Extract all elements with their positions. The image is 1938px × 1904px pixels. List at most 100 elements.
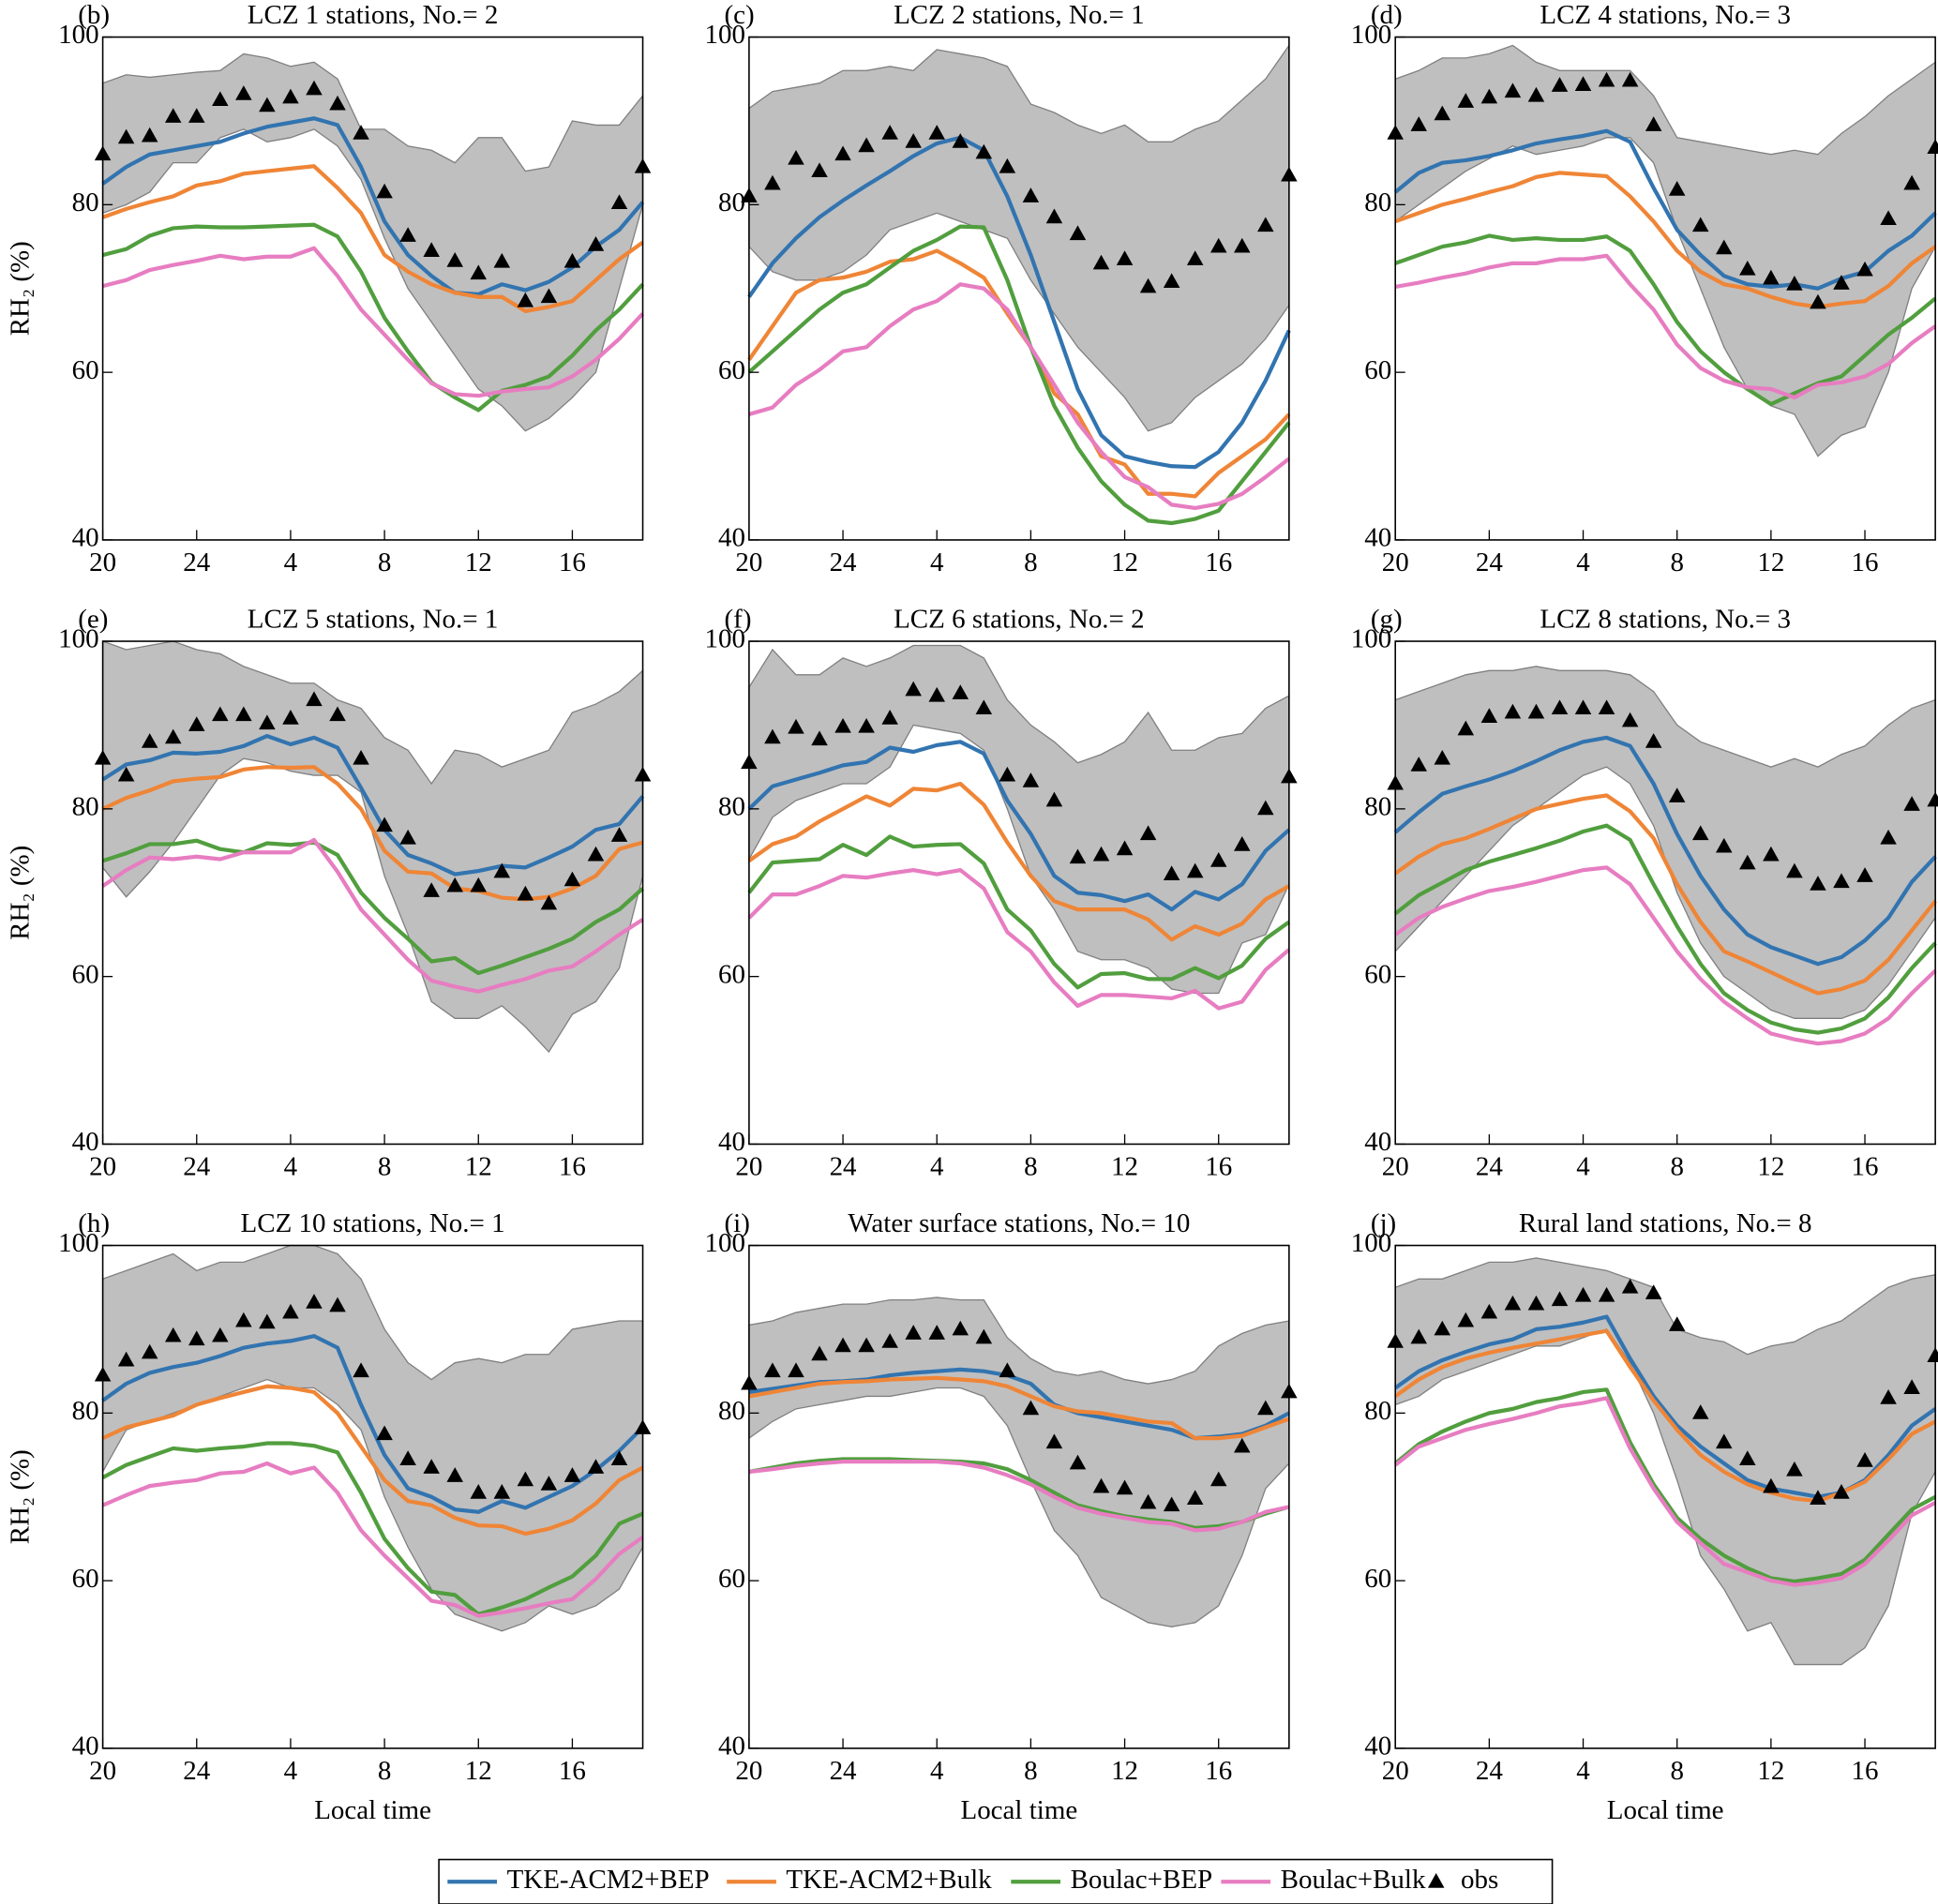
obs-marker <box>1186 1490 1204 1505</box>
obs-marker <box>470 1484 488 1499</box>
x-tick-label: 16 <box>559 1151 586 1181</box>
obs-marker <box>1574 699 1592 715</box>
obs-marker <box>376 183 393 199</box>
y-axis-label: RH₂ (%) <box>6 241 36 336</box>
obs-marker <box>1880 210 1897 226</box>
panel-title: LCZ 10 stations, No.= 1 <box>241 1208 505 1238</box>
obs-marker <box>1645 116 1662 131</box>
obs-marker <box>1786 1461 1803 1477</box>
x-tick-label: 12 <box>1757 1151 1784 1181</box>
x-tick-label: 8 <box>1670 1756 1684 1786</box>
obs-marker <box>834 717 851 733</box>
obs-marker <box>1668 787 1686 802</box>
obs-marker <box>1551 699 1569 715</box>
y-tick-label: 80 <box>718 791 745 821</box>
obs-marker <box>587 1459 605 1474</box>
series-line <box>101 837 644 994</box>
obs-marker <box>1645 1284 1662 1299</box>
x-axis-label: Local time <box>314 1795 431 1825</box>
obs-marker <box>1209 237 1227 253</box>
x-tick-label: 8 <box>378 1756 391 1786</box>
obs-marker <box>1457 93 1475 108</box>
plot-frame <box>1394 640 1936 1146</box>
obs-marker <box>1410 1328 1428 1344</box>
obs-marker <box>1786 862 1803 878</box>
obs-marker <box>788 149 804 165</box>
obs-marker <box>1234 836 1251 851</box>
obs-marker <box>164 1327 182 1342</box>
y-tick-label: 40 <box>718 1127 745 1157</box>
y-tick-label: 40 <box>1364 1127 1391 1157</box>
legend-box <box>438 1858 1554 1904</box>
legend-label: TKE-ACM2+BEP <box>507 1865 710 1895</box>
y-tick-label: 40 <box>72 523 99 553</box>
x-tick-label: 12 <box>1111 1756 1138 1786</box>
legend-label: Boulac+Bulk <box>1281 1865 1426 1895</box>
panel-label: (f) <box>725 605 752 635</box>
y-tick-label: 40 <box>72 1732 99 1762</box>
panel-label: (h) <box>78 1208 110 1238</box>
plot-frame <box>101 36 644 541</box>
panel-label: (g) <box>1371 605 1403 635</box>
x-tick-label: 24 <box>183 547 210 577</box>
obs-marker <box>1903 1379 1920 1394</box>
obs-marker <box>1598 699 1615 715</box>
series-line <box>748 282 1291 511</box>
x-tick-label: 4 <box>1576 547 1590 577</box>
obs-marker <box>1691 825 1709 841</box>
panel-label: (b) <box>78 0 110 30</box>
obs-marker <box>1527 1295 1545 1311</box>
obs-marker <box>1880 1389 1897 1404</box>
obs-marker <box>1856 261 1873 277</box>
series-line <box>1393 1387 1937 1584</box>
series-line <box>747 224 1291 526</box>
y-tick-label: 60 <box>718 959 745 989</box>
obs-marker <box>282 710 299 725</box>
panel-label: (d) <box>1371 0 1403 30</box>
x-tick-label: 16 <box>1205 547 1232 577</box>
series-line <box>101 1461 644 1618</box>
obs-marker <box>493 252 511 268</box>
obs-marker <box>1480 88 1498 104</box>
legend: TKE-ACM2+BEP TKE-ACM2+Bulk Boulac+BEP Boula… <box>438 1858 1554 1904</box>
obs-marker <box>282 1303 299 1319</box>
obs-marker <box>1574 76 1592 91</box>
obs-marker <box>881 125 898 140</box>
obs-marker <box>423 1459 440 1474</box>
panel-title: LCZ 1 stations, No.= 2 <box>248 0 499 30</box>
obs-marker <box>788 1362 804 1378</box>
y-tick-label: 40 <box>1364 1732 1391 1762</box>
obs-marker <box>858 1337 875 1353</box>
panel-title: LCZ 5 stations, No.= 1 <box>248 605 499 635</box>
obs-marker <box>1069 1454 1087 1470</box>
obs-marker <box>928 1325 945 1340</box>
panel-title: LCZ 2 stations, No.= 1 <box>894 0 1145 30</box>
x-tick-label: 4 <box>284 547 298 577</box>
obs-marker <box>1880 829 1897 845</box>
series-line <box>101 1441 644 1617</box>
x-tick-label: 12 <box>465 1151 492 1181</box>
obs-marker <box>1480 708 1498 723</box>
obs-marker <box>563 871 581 887</box>
x-tick-label: 8 <box>1670 1151 1684 1181</box>
obs-marker <box>1434 1320 1451 1336</box>
obs-marker <box>1092 1477 1110 1493</box>
obs-marker <box>1621 712 1639 727</box>
obs-marker <box>141 1343 158 1359</box>
panel-title: LCZ 6 stations, No.= 2 <box>894 605 1145 635</box>
obs-marker <box>235 85 252 100</box>
x-tick-label: 16 <box>559 547 586 577</box>
y-tick-label: 40 <box>1364 523 1391 553</box>
obs-marker <box>1163 865 1180 881</box>
y-tick-label: 80 <box>718 187 745 217</box>
obs-marker <box>1069 225 1087 241</box>
obs-marker <box>540 894 558 910</box>
obs-marker <box>212 1327 229 1342</box>
y-tick-label: 60 <box>1364 959 1391 989</box>
series-line <box>102 246 645 398</box>
obs-marker <box>1903 174 1920 190</box>
x-tick-label: 4 <box>1576 1151 1590 1181</box>
series-line <box>1394 171 1937 309</box>
obs-marker <box>905 681 922 697</box>
